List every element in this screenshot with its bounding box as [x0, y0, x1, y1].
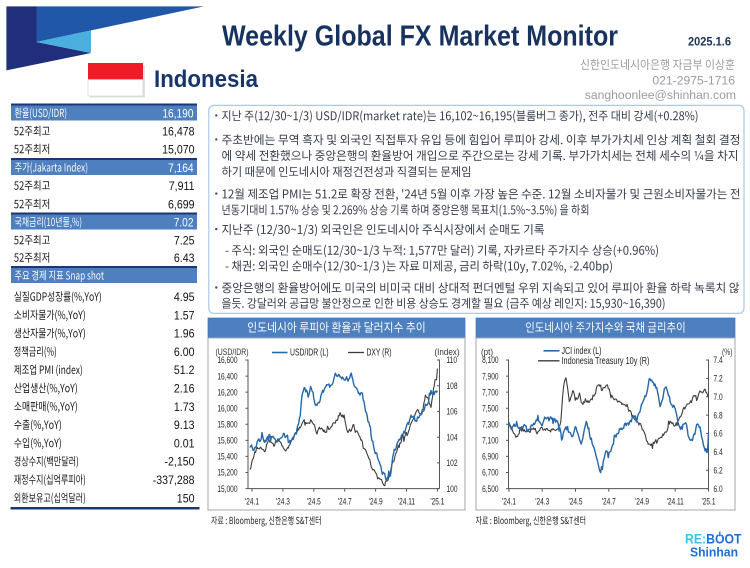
svg-text:'24.1: '24.1 [502, 497, 516, 507]
svg-text:'24.9: '24.9 [369, 497, 383, 507]
svg-text:15,000: 15,000 [217, 484, 237, 494]
svg-text:16,400: 16,400 [217, 371, 237, 381]
svg-text:6,900: 6,900 [482, 452, 498, 462]
svg-text:7,164: 7,164 [168, 162, 194, 175]
svg-text:Indonesia Treasury 10y (R): Indonesia Treasury 10y (R) [562, 356, 650, 367]
svg-text:7.02: 7.02 [174, 216, 194, 229]
svg-text:(USD/IDR): (USD/IDR) [216, 347, 249, 357]
svg-text:USD/IDR (L): USD/IDR (L) [290, 348, 329, 359]
svg-text:6.00: 6.00 [174, 345, 195, 359]
svg-text:106: 106 [447, 407, 458, 417]
svg-text:'24.5: '24.5 [307, 497, 321, 507]
svg-text:'25.1: '25.1 [702, 497, 716, 507]
svg-text:0.01: 0.01 [174, 436, 195, 450]
svg-text:15,800: 15,800 [217, 419, 237, 429]
svg-text:(Index): (Index) [435, 347, 460, 357]
svg-text:100: 100 [447, 484, 458, 494]
svg-text:6.8: 6.8 [714, 410, 723, 420]
svg-text:7,700: 7,700 [482, 387, 498, 397]
svg-text:6.4: 6.4 [714, 447, 723, 457]
svg-text:150: 150 [177, 491, 195, 505]
svg-text:Indonesia: Indonesia [154, 66, 259, 93]
svg-text:1.96: 1.96 [174, 327, 195, 341]
svg-text:JCI index (L): JCI index (L) [562, 346, 602, 357]
svg-text:108: 108 [447, 381, 458, 391]
svg-text:15,600: 15,600 [217, 436, 237, 446]
svg-text:'24.11: '24.11 [667, 497, 684, 507]
svg-text:DXY (R): DXY (R) [367, 348, 392, 359]
svg-text:'24.1: '24.1 [245, 497, 259, 507]
svg-text:(%): (%) [722, 347, 733, 357]
svg-text:1.57: 1.57 [174, 308, 195, 322]
svg-text:6,500: 6,500 [482, 484, 498, 494]
svg-text:110: 110 [447, 355, 458, 365]
svg-text:-2,150: -2,150 [165, 455, 195, 469]
svg-text:Shinhan: Shinhan [690, 545, 738, 560]
svg-text:6.0: 6.0 [714, 484, 723, 494]
svg-text:'24.7: '24.7 [338, 497, 352, 507]
svg-text:6.6: 6.6 [714, 429, 723, 439]
svg-text:Weekly Global FX Market Monito: Weekly Global FX Market Monitor [222, 21, 618, 53]
svg-text:2.16: 2.16 [174, 382, 195, 396]
svg-text:'25.1: '25.1 [430, 497, 444, 507]
svg-text:(pt): (pt) [481, 347, 493, 357]
svg-text:6.2: 6.2 [714, 465, 723, 475]
svg-text:7,300: 7,300 [482, 419, 498, 429]
svg-text:9.13: 9.13 [174, 418, 195, 432]
svg-text:6.43: 6.43 [174, 251, 195, 265]
svg-text:1.73: 1.73 [174, 400, 195, 414]
svg-text:2025.1.6: 2025.1.6 [688, 37, 731, 49]
svg-text:16,200: 16,200 [217, 387, 237, 397]
svg-text:'24.7: '24.7 [602, 497, 616, 507]
svg-text:'24.3: '24.3 [535, 497, 549, 507]
svg-text:16,190: 16,190 [162, 107, 194, 120]
svg-text:sanghoonlee@shinhan.com: sanghoonlee@shinhan.com [585, 88, 736, 102]
svg-text:102: 102 [447, 458, 458, 468]
svg-text:51.2: 51.2 [174, 363, 195, 377]
svg-text:6,700: 6,700 [482, 468, 498, 478]
svg-text:'24.11: '24.11 [398, 497, 415, 507]
svg-text:7.2: 7.2 [714, 374, 723, 384]
svg-text:15,400: 15,400 [217, 452, 237, 462]
svg-text:'24.9: '24.9 [635, 497, 649, 507]
svg-text:-337,288: -337,288 [153, 473, 195, 487]
svg-text:RE:BOOT: RE:BOOT [685, 532, 742, 547]
svg-text:7,911: 7,911 [169, 179, 195, 193]
svg-text:7.25: 7.25 [174, 234, 195, 248]
svg-text:021-2975-1716: 021-2975-1716 [652, 73, 735, 87]
svg-text:104: 104 [447, 432, 458, 442]
svg-text:'24.5: '24.5 [569, 497, 583, 507]
svg-text:'24.3: '24.3 [276, 497, 290, 507]
svg-text:7,100: 7,100 [482, 436, 498, 446]
svg-text:7,500: 7,500 [482, 403, 498, 413]
svg-text:6,699: 6,699 [168, 198, 195, 212]
svg-text:7.4: 7.4 [714, 355, 723, 365]
svg-text:16,000: 16,000 [217, 403, 237, 413]
svg-text:16,600: 16,600 [217, 355, 237, 365]
svg-text:8,100: 8,100 [482, 355, 498, 365]
svg-text:16,478: 16,478 [162, 125, 195, 139]
svg-text:7.0: 7.0 [714, 392, 723, 402]
svg-text:4.95: 4.95 [174, 290, 195, 304]
svg-text:7,900: 7,900 [482, 371, 498, 381]
svg-text:15,070: 15,070 [162, 143, 195, 157]
svg-text:15,200: 15,200 [217, 468, 237, 478]
